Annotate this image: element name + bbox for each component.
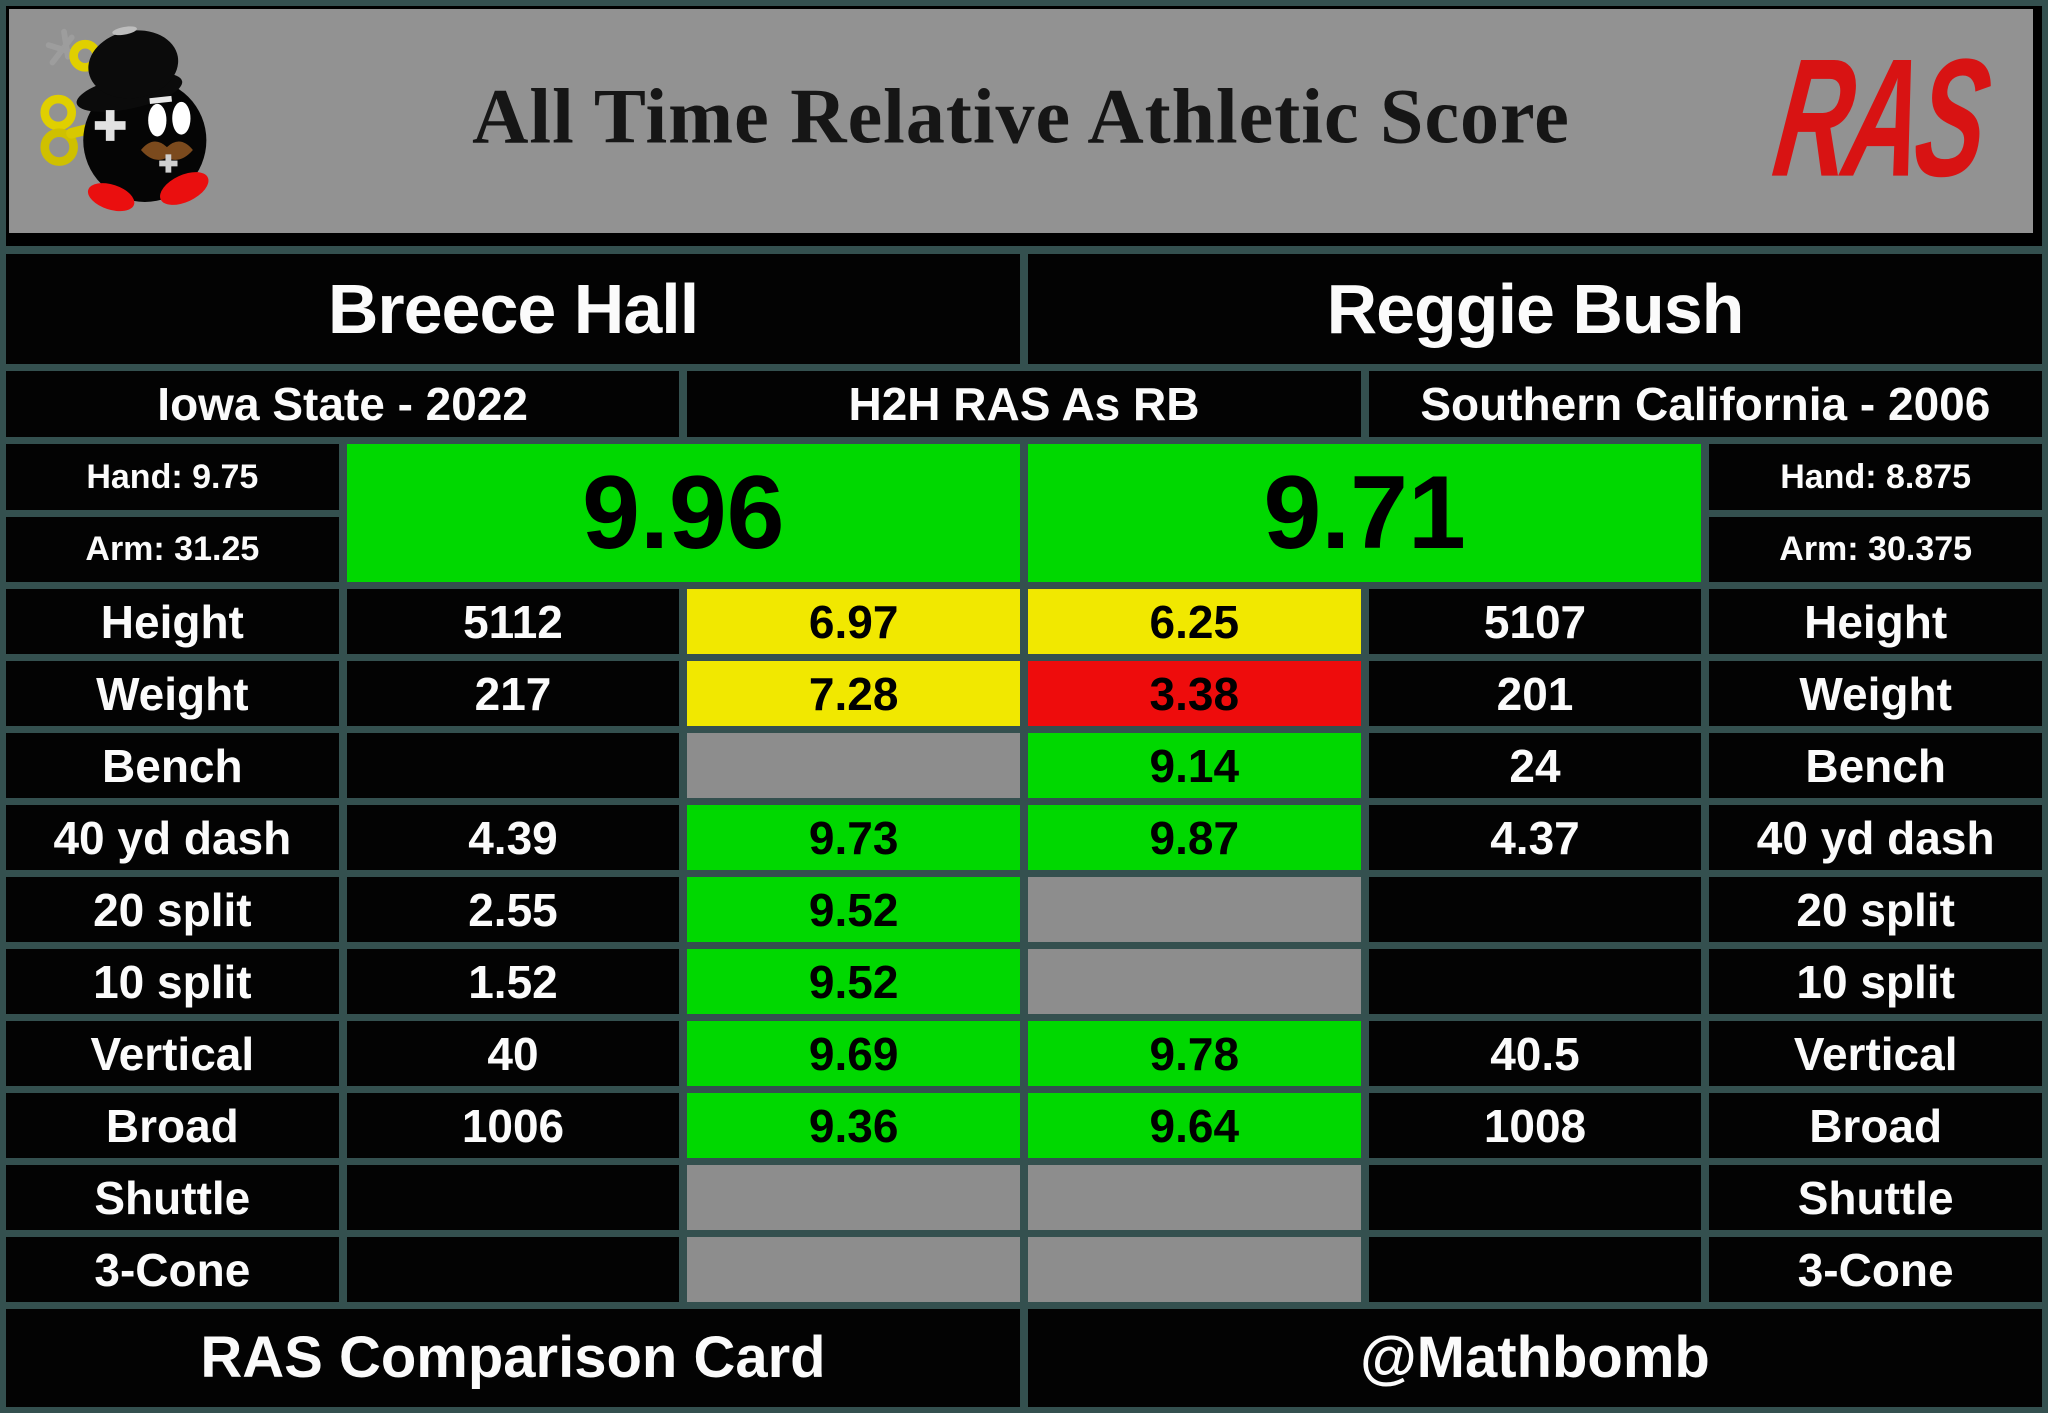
metric-label-right: Bench: [1709, 733, 2042, 798]
metric-score-right: 9.64: [1027, 1093, 1361, 1158]
metric-value-left: 5112: [346, 589, 680, 654]
metric-score-right: [1027, 1237, 1361, 1302]
metric-score-left: 6.97: [687, 589, 1020, 654]
metric-label-right: Broad: [1709, 1093, 2042, 1158]
metric-label-right: 20 split: [1709, 877, 2042, 942]
metric-value-left: [346, 1237, 680, 1302]
metric-score-right: 9.87: [1027, 805, 1361, 870]
page-title: All Time Relative Athletic Score: [472, 72, 1570, 160]
bomb-mascot-icon: [40, 26, 209, 212]
sparkle-icon: [45, 28, 77, 66]
metric-score-left: 9.36: [687, 1093, 1020, 1158]
metric-score-left: [687, 1237, 1020, 1302]
measurements-left: Hand: 9.75 Arm: 31.25: [6, 444, 339, 582]
metric-label-right: Height: [1709, 589, 2042, 654]
metric-value-left: 1006: [346, 1093, 680, 1158]
metric-label-left: 10 split: [6, 949, 339, 1014]
player-name-right: Reggie Bush: [1027, 254, 2042, 364]
school-year-left: Iowa State - 2022: [6, 371, 680, 437]
metric-label-right: Shuttle: [1709, 1165, 2042, 1230]
school-year-right: Southern California - 2006: [1368, 371, 2042, 437]
metric-label-right: 10 split: [1709, 949, 2042, 1014]
metric-score-left: 9.73: [687, 805, 1020, 870]
metric-value-right: [1368, 949, 1702, 1014]
footer-card-label: RAS Comparison Card: [6, 1309, 1020, 1407]
metric-score-right: [1027, 877, 1361, 942]
metric-value-right: [1368, 1237, 1702, 1302]
measurements-right: Hand: 8.875 Arm: 30.375: [1709, 444, 2042, 582]
ras-score-left: 9.96: [346, 444, 1020, 582]
metric-value-left: [346, 1165, 680, 1230]
metric-value-left: 40: [346, 1021, 680, 1086]
metric-value-left: 217: [346, 661, 680, 726]
metric-label-left: Broad: [6, 1093, 339, 1158]
player-name-left: Breece Hall: [6, 254, 1020, 364]
metric-label-right: Vertical: [1709, 1021, 2042, 1086]
metric-label-left: 3-Cone: [6, 1237, 339, 1302]
ras-score-right: 9.71: [1027, 444, 1702, 582]
metric-score-left: [687, 1165, 1020, 1230]
ras-logo: RAS: [1765, 23, 1996, 212]
metric-value-right: 5107: [1368, 589, 1702, 654]
metric-score-left: 7.28: [687, 661, 1020, 726]
metric-value-right: 24: [1368, 733, 1702, 798]
metric-score-right: 9.14: [1027, 733, 1361, 798]
metric-label-right: Weight: [1709, 661, 2042, 726]
footer-credit: @Mathbomb: [1027, 1309, 2042, 1407]
metric-value-left: 2.55: [346, 877, 680, 942]
comparison-table: Breece Hall Reggie Bush Iowa State - 202…: [6, 254, 2042, 1407]
metric-value-left: 1.52: [346, 949, 680, 1014]
metric-value-left: 4.39: [346, 805, 680, 870]
metric-score-right: 3.38: [1027, 661, 1361, 726]
metric-value-right: [1368, 877, 1702, 942]
metric-score-right: 9.78: [1027, 1021, 1361, 1086]
metric-value-right: 4.37: [1368, 805, 1702, 870]
metric-label-left: Weight: [6, 661, 339, 726]
metric-label-right: 40 yd dash: [1709, 805, 2042, 870]
metric-value-left: [346, 733, 680, 798]
metric-label-left: 20 split: [6, 877, 339, 942]
metric-score-left: [687, 733, 1020, 798]
metric-label-left: 40 yd dash: [6, 805, 339, 870]
metric-value-right: [1368, 1165, 1702, 1230]
h2h-label: H2H RAS As RB: [687, 371, 1361, 437]
metric-score-right: 6.25: [1027, 589, 1361, 654]
metric-label-left: Bench: [6, 733, 339, 798]
metric-label-left: Height: [6, 589, 339, 654]
arm-length-right: Arm: 30.375: [1709, 516, 2042, 582]
metric-label-left: Shuttle: [6, 1165, 339, 1230]
hand-size-right: Hand: 8.875: [1709, 444, 2042, 510]
hand-size-left: Hand: 9.75: [6, 444, 339, 510]
metric-label-left: Vertical: [6, 1021, 339, 1086]
metric-score-left: 9.69: [687, 1021, 1020, 1086]
metric-score-left: 9.52: [687, 877, 1020, 942]
metric-label-right: 3-Cone: [1709, 1237, 2042, 1302]
arm-length-left: Arm: 31.25: [6, 516, 339, 582]
metric-score-right: [1027, 1165, 1361, 1230]
metric-value-right: 40.5: [1368, 1021, 1702, 1086]
metric-score-left: 9.52: [687, 949, 1020, 1014]
metric-score-right: [1027, 949, 1361, 1014]
metric-value-right: 201: [1368, 661, 1702, 726]
metric-value-right: 1008: [1368, 1093, 1702, 1158]
header: All Time Relative Athletic Score RAS: [6, 6, 2042, 246]
